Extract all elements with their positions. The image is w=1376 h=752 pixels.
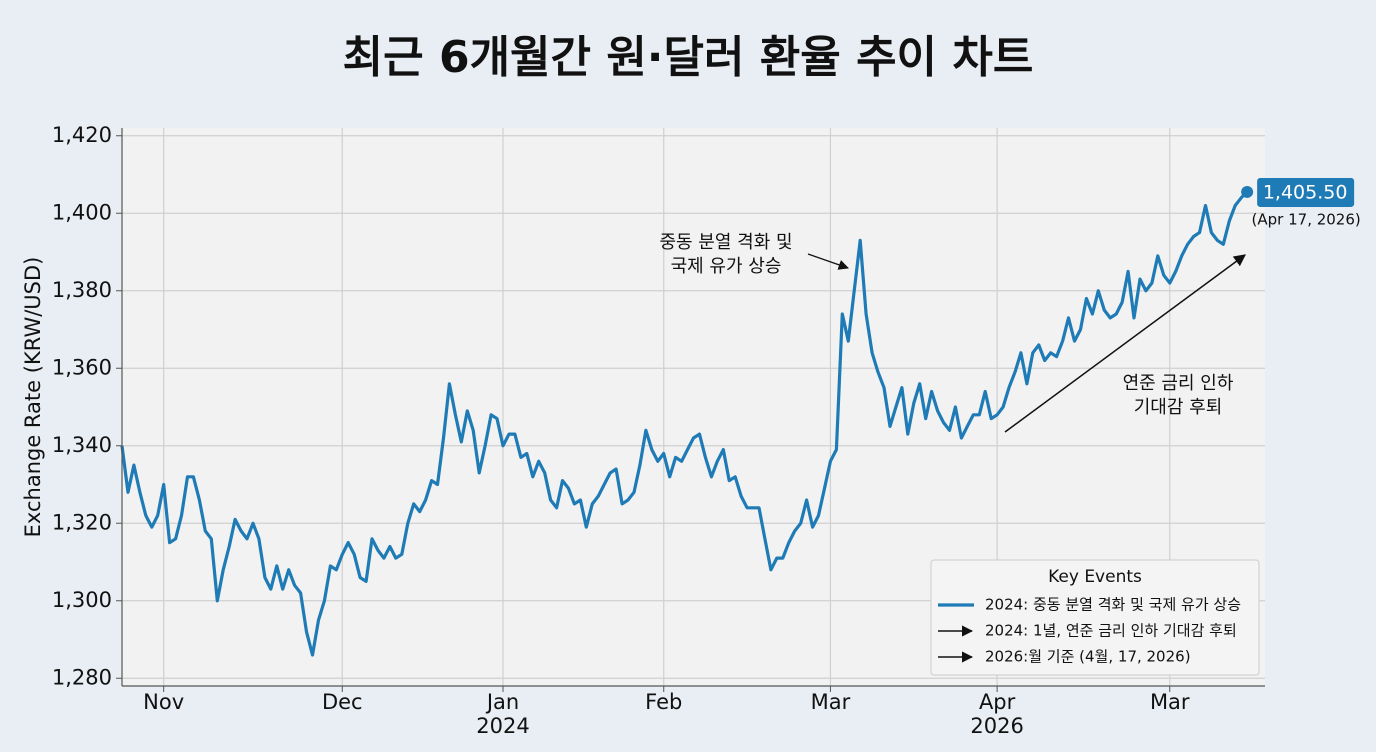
y-tick-label: 1,400 — [52, 200, 112, 224]
y-tick-label: 1,360 — [52, 355, 112, 379]
x-tick-label: Mar — [811, 690, 851, 714]
chart-title: 최근 6개월간 원·달러 환율 추이 차트 — [343, 32, 1034, 83]
legend-label: 2024: 1녈, 연준 금리 인하 기대감 후퇴 — [985, 622, 1237, 640]
annotation: 중동 분열 격화 및 — [659, 232, 792, 253]
y-tick-label: 1,320 — [52, 510, 112, 534]
annotation: 기대감 후퇴 — [1134, 397, 1223, 418]
x-tick-label: Mar — [1150, 690, 1190, 714]
end-label-date: (Apr 17, 2026) — [1252, 210, 1361, 228]
y-tick-label: 1,380 — [52, 278, 112, 302]
x-tick-year: 2026 — [970, 714, 1023, 738]
end-label: 1,405.50 — [1263, 181, 1348, 203]
annotation: 국제 유가 상승 — [671, 256, 782, 277]
legend-title: Key Events — [1048, 567, 1142, 587]
legend-box — [930, 559, 1260, 676]
x-tick-label: Jan — [485, 690, 519, 714]
annotation-arrow — [1004, 254, 1246, 433]
marks — [120, 185, 1254, 657]
annotation-arrow — [807, 253, 849, 270]
x-tick-label: Dec — [322, 690, 363, 714]
y-tick-label: 1,340 — [52, 433, 112, 457]
legend: Key Events 2024: 중동 분열 격화 및 국제 유가 상승 2024:… — [930, 559, 1260, 676]
x-tick-label: Nov — [143, 690, 184, 714]
annotation: 연준 금리 인하 — [1123, 373, 1234, 394]
grid — [122, 128, 1265, 686]
end-point — [1241, 185, 1254, 198]
x-tick-label: Apr — [979, 690, 1016, 714]
legend-label: 2026:월 기준 (4월, 17, 2026) — [985, 648, 1191, 666]
y-tick-label: 1,280 — [52, 665, 112, 689]
end-label-box — [1257, 177, 1355, 207]
y-tick-label: 1,420 — [52, 123, 112, 147]
x-tick-label: Feb — [645, 690, 682, 714]
x-tick-year: 2024 — [476, 714, 529, 738]
series-line — [120, 190, 1249, 657]
y-tick-label: 1,300 — [52, 588, 112, 612]
legend-label: 2024: 중동 분열 격화 및 국제 유가 상승 — [985, 596, 1241, 614]
y-axis-label: Exchange Rate (KRW/USD) — [21, 257, 45, 538]
